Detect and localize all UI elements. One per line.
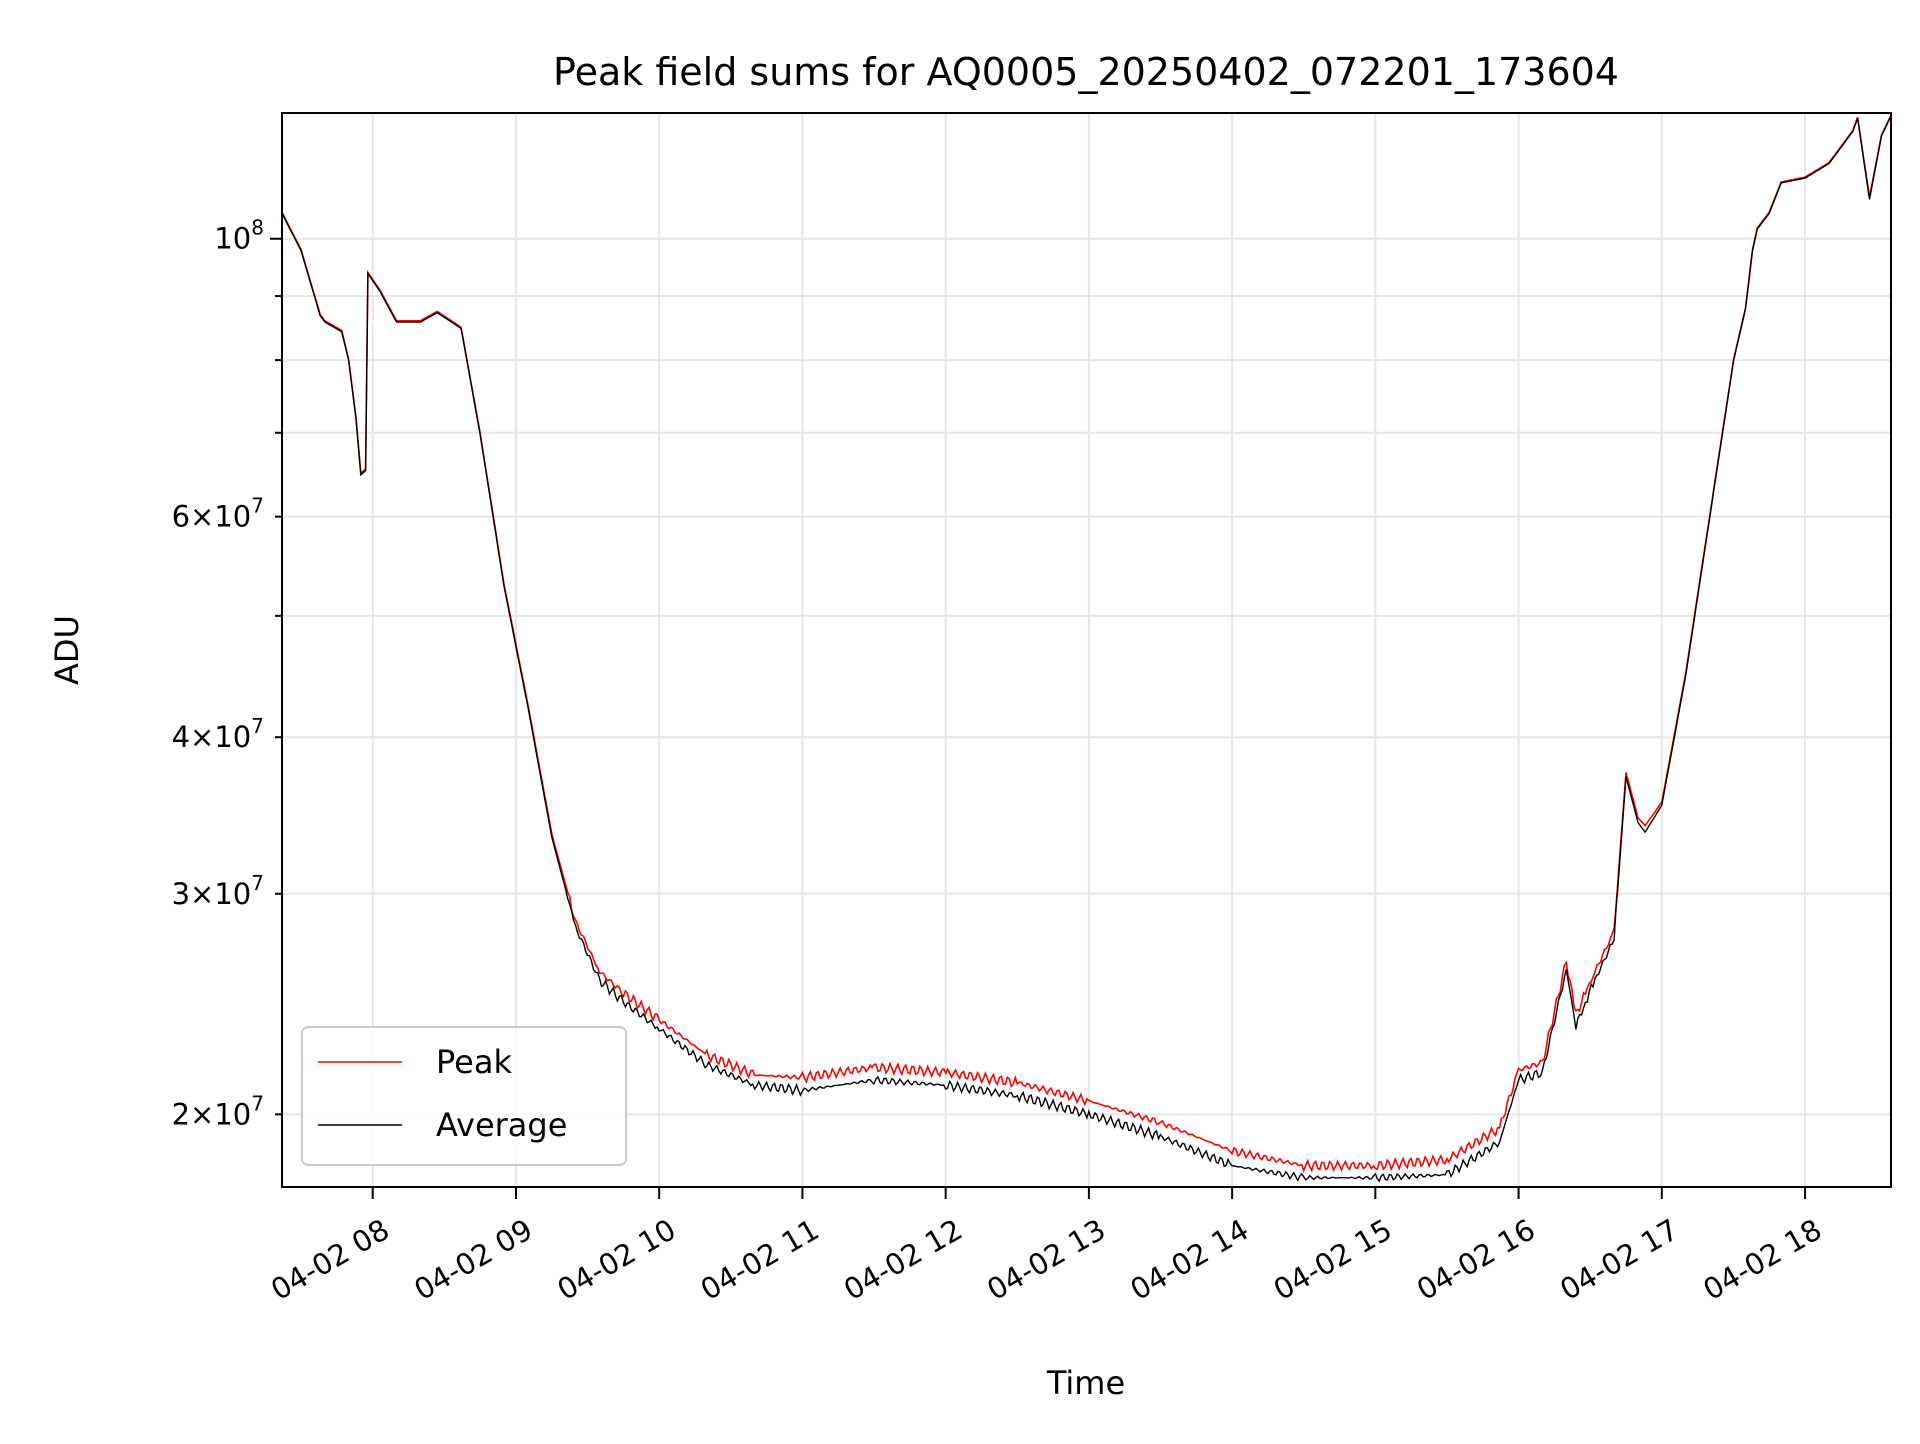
grid <box>282 113 1891 1187</box>
y-tick-base: 10 <box>214 877 251 911</box>
y-tick-mantissa: 3 <box>172 877 190 911</box>
series-lines <box>282 114 1891 1183</box>
y-tick-label: 3×107 <box>172 871 264 911</box>
y-tick-label: 2×107 <box>172 1091 264 1131</box>
legend-label-peak: Peak <box>436 1043 512 1081</box>
y-axis-title: ADU <box>48 615 86 685</box>
x-axis-title: Time <box>1046 1364 1125 1402</box>
y-tick-base: 10 <box>214 500 251 534</box>
y-tick-times: × <box>190 500 214 534</box>
legend: Peak Average <box>301 1026 627 1166</box>
y-tick-label: 4×107 <box>172 714 264 754</box>
y-tick-times: × <box>190 877 214 911</box>
y-tick-label: 6×107 <box>172 494 264 534</box>
series-line-average <box>282 115 1891 1183</box>
plot-frame <box>281 112 1892 1188</box>
y-tick-exponent: 8 <box>251 216 264 240</box>
y-tick-base: 10 <box>214 1097 251 1131</box>
y-tick-exponent: 7 <box>251 1091 264 1115</box>
y-tick-exponent: 7 <box>251 494 264 518</box>
y-tick-times: × <box>190 720 214 754</box>
y-tick-base: 10 <box>214 720 251 754</box>
legend-label-average: Average <box>436 1106 567 1144</box>
y-tick-exponent: 7 <box>251 871 264 895</box>
y-tick-label: 108 <box>214 216 264 256</box>
y-tick-base: 10 <box>214 222 251 256</box>
y-tick-mantissa: 6 <box>172 500 190 534</box>
y-tick-exponent: 7 <box>251 714 264 738</box>
chart-title: Peak field sums for AQ0005_20250402_0722… <box>553 50 1619 94</box>
y-tick-times: × <box>190 1097 214 1131</box>
y-tick-mantissa: 4 <box>172 720 190 754</box>
y-tick-mantissa: 2 <box>172 1097 190 1131</box>
